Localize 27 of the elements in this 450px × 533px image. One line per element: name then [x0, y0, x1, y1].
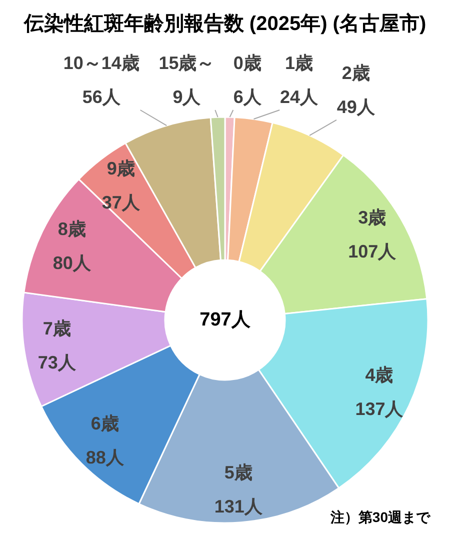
slice-label: 3歳 [358, 208, 386, 228]
data-label: 37人 [102, 192, 141, 212]
slice-label: 8歳 [58, 218, 86, 239]
chart-title: 伝染性紅斑年齢別報告数 (2025年) (名古屋市) [22, 12, 426, 35]
data-label: 9人 [172, 87, 202, 107]
data-label: 107人 [348, 242, 398, 262]
text: 注）第30週まで [329, 509, 431, 525]
slice-label: 2歳 [342, 62, 370, 83]
slice-label: 6歳 [90, 413, 119, 434]
slice-label: 1歳 [285, 53, 314, 73]
text: 797人 [200, 310, 252, 330]
data-label: 73人 [38, 352, 77, 373]
data-label: 137人 [355, 398, 404, 419]
data-label: 6人 [233, 87, 262, 107]
data-label: 131人 [214, 496, 264, 517]
data-label: 88人 [86, 447, 125, 468]
slice-label: 7歳 [42, 318, 71, 339]
slice-label: 4歳 [365, 364, 394, 385]
data-label: 80人 [52, 252, 92, 273]
slice-label: 10～14歳 [63, 53, 140, 73]
data-label: 56人 [82, 87, 122, 107]
slice-label: 9歳 [106, 158, 135, 178]
slice-label: 5歳 [224, 462, 252, 483]
slice-label: 0歳 [233, 53, 262, 73]
slice-label: 15歳～ [158, 53, 215, 73]
data-label: 24人 [280, 87, 320, 107]
data-label: 49人 [336, 96, 376, 117]
